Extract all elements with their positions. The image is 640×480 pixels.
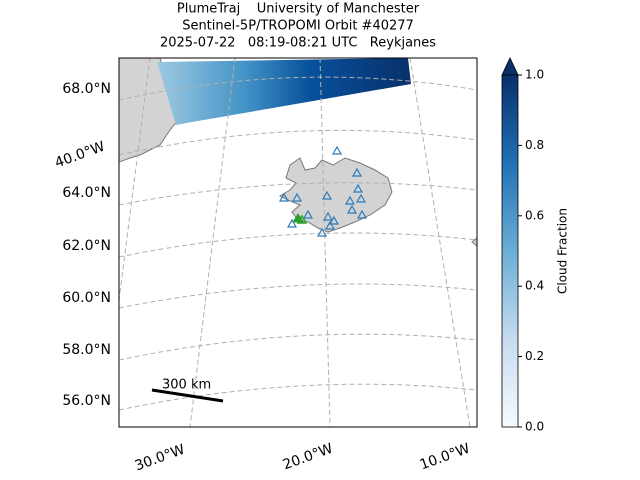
colorbar bbox=[501, 74, 519, 428]
scale-label: 300 km bbox=[162, 378, 211, 393]
colorbar-tick-label: 0.0 bbox=[525, 420, 544, 434]
graticule bbox=[319, 58, 331, 427]
graticule bbox=[119, 333, 477, 361]
lat-label: 64.0°N bbox=[62, 185, 111, 201]
graticule bbox=[119, 232, 477, 258]
map-area: 300 km bbox=[119, 58, 477, 427]
lat-label: 56.0°N bbox=[62, 393, 111, 409]
graticule bbox=[119, 383, 477, 411]
lon-label: 10.0°W bbox=[418, 441, 472, 474]
land bbox=[471, 237, 477, 247]
colorbar-tick-label: 0.8 bbox=[525, 138, 544, 152]
colorbar-tick-label: 0.6 bbox=[525, 208, 544, 222]
title-line: Sentinel-5P/TROPOMI Orbit #40277 bbox=[182, 19, 414, 34]
title-line: 2025-07-22 08:19-08:21 UTC Reykjanes bbox=[160, 36, 436, 51]
lon-label: 30.0°W bbox=[133, 442, 187, 475]
graticule bbox=[409, 58, 471, 427]
colorbar-extend bbox=[501, 57, 519, 76]
lat-label: 58.0°N bbox=[62, 342, 111, 358]
graticule bbox=[119, 182, 477, 206]
colorbar-tick-label: 1.0 bbox=[525, 68, 544, 82]
satellite-swath bbox=[157, 58, 411, 125]
title-line: PlumeTraj University of Manchester bbox=[177, 2, 420, 17]
lon-label: 20.0°W bbox=[281, 441, 335, 474]
colorbar-tick-label: 0.2 bbox=[525, 349, 544, 363]
colorbar-tick-label: 0.4 bbox=[525, 279, 544, 293]
scale-bar bbox=[151, 388, 224, 403]
lat-label: 68.0°N bbox=[62, 81, 111, 97]
map-frame bbox=[118, 57, 478, 428]
graticule bbox=[119, 129, 477, 156]
graticule bbox=[119, 76, 477, 101]
volcano-markers bbox=[278, 145, 368, 237]
graticule bbox=[189, 58, 236, 427]
lat-label: 62.0°N bbox=[62, 238, 111, 254]
lat-label: 60.0°N bbox=[62, 290, 111, 306]
colorbar-label: Cloud Fraction bbox=[556, 208, 570, 294]
graticule bbox=[119, 58, 151, 301]
lon-label: 40.0°W bbox=[53, 139, 107, 172]
graticule bbox=[119, 283, 477, 309]
